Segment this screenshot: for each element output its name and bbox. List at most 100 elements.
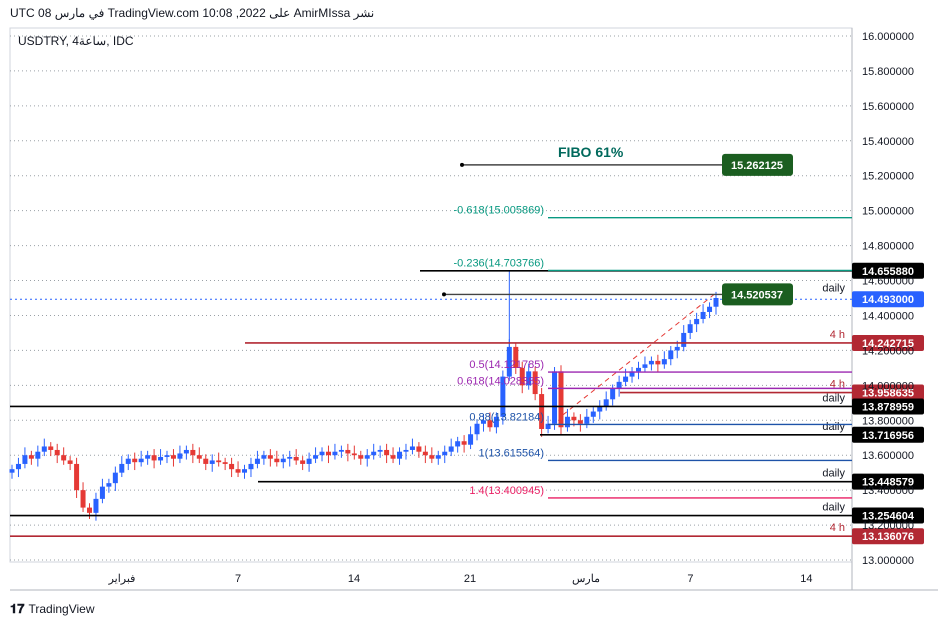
- candle-body: [325, 451, 331, 456]
- level-price-tag-text: 13.878959: [862, 401, 914, 413]
- candle-body: [422, 451, 428, 456]
- candle-body: [132, 458, 138, 463]
- candle-body: [539, 394, 545, 429]
- tv-logo-text: TradingView: [28, 602, 95, 616]
- candle-body: [707, 306, 713, 312]
- candle-body: [106, 483, 112, 487]
- candle-body: [15, 463, 21, 470]
- level-price-tag: [852, 473, 924, 490]
- level-price-tag: [852, 426, 924, 443]
- tv-logo-icon: 𝟏𝟕: [10, 601, 25, 616]
- candle-body: [229, 463, 235, 470]
- candle-body: [480, 420, 486, 424]
- candle-body: [145, 455, 151, 459]
- candle-body: [22, 455, 28, 464]
- level-note: daily: [822, 421, 845, 433]
- fibo-title: FIBO 61%: [558, 144, 624, 160]
- level-price-tag: [852, 262, 924, 279]
- candle-body: [390, 455, 396, 459]
- candle-body: [261, 455, 267, 459]
- level-price-tag-text: 14.655880: [862, 266, 914, 278]
- x-tick-label: 21: [464, 573, 476, 585]
- level-price-tag-text: 13.716956: [862, 430, 914, 442]
- candle-body: [629, 371, 635, 377]
- level-note: 4 h: [830, 522, 845, 534]
- y-tick-label: 15.800000: [862, 66, 914, 78]
- candle-body: [280, 458, 286, 463]
- candle-body: [151, 455, 157, 461]
- level-price-tag-text: 14.493000: [862, 294, 914, 306]
- y-tick-label: 13.800000: [862, 415, 914, 427]
- candle-body: [713, 298, 719, 307]
- candle-body: [506, 346, 512, 377]
- candle-body: [99, 486, 105, 499]
- candle-body: [442, 451, 448, 456]
- candle-body: [80, 490, 86, 508]
- target-dot: [442, 292, 446, 297]
- candle-body: [358, 455, 364, 459]
- y-tick-label: 14.800000: [862, 241, 914, 253]
- level-price-tag-text: 13.958635: [862, 388, 914, 400]
- y-tick-label: 15.600000: [862, 101, 914, 113]
- target-box: [722, 283, 793, 306]
- candle-body: [242, 469, 248, 473]
- candle-body: [196, 455, 202, 459]
- candle-body: [93, 498, 99, 513]
- candle-body: [293, 456, 299, 461]
- candle-body: [564, 416, 570, 428]
- candle-body: [655, 360, 661, 365]
- candle-body: [610, 388, 616, 400]
- level-price-tag-text: 14.242715: [862, 338, 914, 350]
- fib-label: 0.5(14.121785): [469, 359, 544, 371]
- candle-body: [203, 458, 209, 464]
- candle-body: [67, 460, 73, 464]
- candle-body: [41, 446, 47, 452]
- candle-body: [287, 456, 293, 459]
- level-price-tag: [852, 528, 924, 545]
- candle-body: [28, 455, 34, 459]
- candle-body: [681, 332, 687, 347]
- candle-body: [74, 463, 80, 491]
- y-tick-label: 14.600000: [862, 276, 914, 288]
- candle-body: [448, 446, 454, 452]
- x-tick-label: 14: [800, 573, 812, 585]
- candle-body: [222, 462, 228, 464]
- candle-body: [642, 364, 648, 368]
- level-note: daily: [822, 283, 845, 295]
- publish-header: نشر AmirMIssa على TradingView.com 10:08 …: [10, 6, 375, 20]
- fib-label: 1.4(13.400945): [469, 485, 544, 497]
- y-tick-label: 13.000000: [862, 555, 914, 567]
- candle-body: [377, 449, 383, 452]
- candle-body: [577, 420, 583, 424]
- candle-body: [164, 455, 170, 457]
- candle-body: [455, 441, 461, 447]
- candle-body: [54, 449, 60, 456]
- level-price-tag: [852, 398, 924, 415]
- candle-body: [119, 463, 125, 473]
- candle-body: [519, 367, 525, 386]
- y-tick-label: 14.000000: [862, 380, 914, 392]
- candle-body: [435, 455, 441, 459]
- fib-label: -0.618(15.005869): [453, 205, 544, 217]
- target-box: [722, 153, 793, 176]
- level-price-tag: [852, 384, 924, 401]
- candle-body: [274, 458, 280, 463]
- candle-body: [125, 458, 131, 464]
- candle-body: [216, 460, 222, 463]
- candle-body: [493, 416, 499, 428]
- candle-body: [590, 411, 596, 417]
- candle-body: [552, 371, 558, 424]
- tradingview-logo[interactable]: 𝟏𝟕 TradingView: [10, 601, 95, 617]
- x-tick-label: 14: [348, 573, 360, 585]
- level-note: daily: [822, 468, 845, 480]
- candle-body: [209, 460, 215, 464]
- candle-body: [616, 381, 622, 389]
- y-tick-label: 13.200000: [862, 520, 914, 532]
- fib-label: 1(13.615564): [479, 447, 544, 459]
- candle-body: [694, 318, 700, 325]
- candle-body: [526, 371, 532, 386]
- y-tick-label: 15.400000: [862, 136, 914, 148]
- candle-body: [674, 346, 680, 351]
- candle-body: [687, 324, 693, 333]
